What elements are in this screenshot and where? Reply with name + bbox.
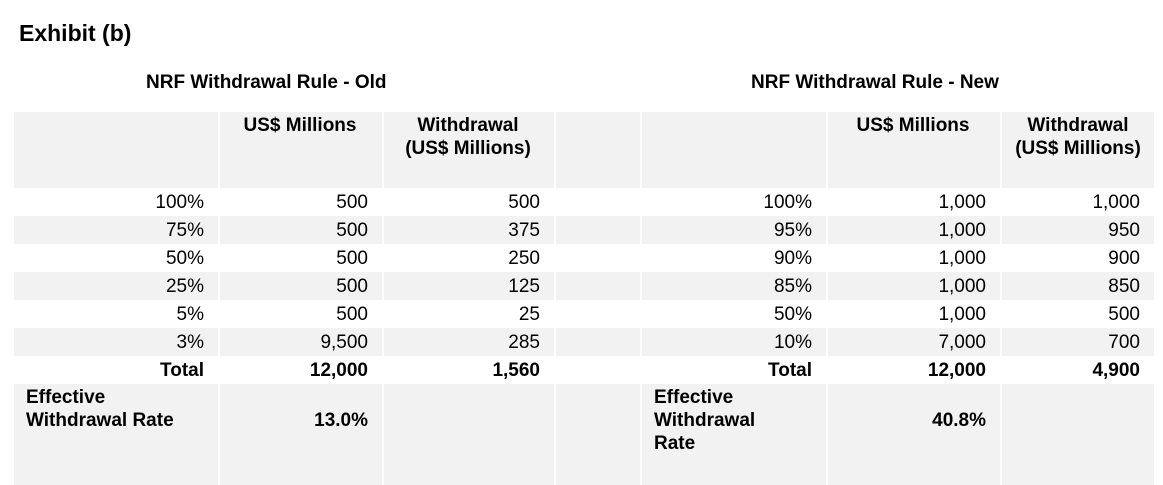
- table-row: 100% 500 500 100% 1,000 1,000: [14, 188, 1154, 216]
- table-cell: 95%: [642, 216, 826, 244]
- old-rule-title: NRF Withdrawal Rule - Old: [146, 72, 387, 93]
- table-cell: 700: [1002, 328, 1154, 356]
- table-cell: [556, 112, 640, 188]
- table-cell: 850: [1002, 272, 1154, 300]
- table-cell: 4,900: [1092, 360, 1140, 381]
- table-cell: [14, 112, 218, 188]
- table-cell: 12,000: [309, 360, 368, 381]
- table-cell: [556, 216, 640, 244]
- table-cell: US$ Millions: [828, 112, 1000, 188]
- table-cell: [384, 384, 554, 485]
- table-cell: 40.8%: [828, 384, 1000, 485]
- table-cell: [556, 300, 640, 328]
- table-cell: [556, 384, 640, 485]
- table-cell: 500: [336, 192, 368, 213]
- table-cell: 1,000: [1092, 192, 1140, 213]
- exhibit-title: Exhibit (b): [19, 20, 132, 46]
- table-row: 50% 500 250 90% 1,000 900: [14, 244, 1154, 272]
- table-cell: 500: [220, 272, 382, 300]
- table-cell: 500: [336, 248, 368, 269]
- table-cell: 25%: [14, 272, 218, 300]
- table-row: 25% 500 125 85% 1,000 850: [14, 272, 1154, 300]
- table-cell: 100%: [763, 192, 812, 213]
- table-cell: 50%: [773, 304, 812, 325]
- table-cell: [556, 328, 640, 356]
- table-cell: Total: [160, 360, 204, 381]
- header-row: US$ Millions Withdrawal (US$ Millions) US$…: [14, 112, 1154, 188]
- table-cell: 375: [384, 216, 554, 244]
- table-cell: 1,000: [938, 304, 986, 325]
- table-cell: [556, 244, 640, 272]
- total-row: Total 12,000 1,560 Total 12,000 4,900: [14, 356, 1154, 384]
- table-row: 75% 500 375 95% 1,000 950: [14, 216, 1154, 244]
- table-cell: 500: [1108, 304, 1140, 325]
- table-cell: 285: [384, 328, 554, 356]
- table-cell: 100%: [155, 192, 204, 213]
- effective-rate-row: Effective Withdrawal Rate 13.0% Effective …: [14, 384, 1154, 485]
- table-cell: [642, 112, 826, 188]
- table-cell: 900: [1108, 248, 1140, 269]
- table-cell: 1,000: [938, 192, 986, 213]
- table-cell: 75%: [14, 216, 218, 244]
- table-cell: [556, 188, 640, 216]
- table-cell: 5%: [176, 304, 204, 325]
- table-cell: 90%: [773, 248, 812, 269]
- table-cell: 1,000: [828, 272, 1000, 300]
- table-cell: 9,500: [220, 328, 382, 356]
- table-cell: 25: [518, 304, 540, 325]
- table-cell: Effective Withdrawal Rate: [14, 384, 218, 485]
- table-row: 5% 500 25 50% 1,000 500: [14, 300, 1154, 328]
- table-cell: [556, 272, 640, 300]
- table-cell: Effective Withdrawal Rate: [642, 384, 826, 485]
- table-cell: Withdrawal (US$ Millions): [384, 112, 554, 188]
- table-cell: [1002, 384, 1154, 485]
- table-cell: 125: [384, 272, 554, 300]
- table-cell: 1,560: [492, 360, 540, 381]
- table-cell: 85%: [642, 272, 826, 300]
- table-cell: 13.0%: [220, 384, 382, 485]
- table-cell: 500: [508, 192, 540, 213]
- table-cell: US$ Millions: [220, 112, 382, 188]
- table-cell: 1,000: [938, 248, 986, 269]
- new-rule-title: NRF Withdrawal Rule - New: [751, 72, 999, 93]
- table-cell: 500: [336, 304, 368, 325]
- table-cell: 50%: [165, 248, 204, 269]
- table-cell: Withdrawal (US$ Millions): [1002, 112, 1154, 188]
- table-cell: 12,000: [927, 360, 986, 381]
- table-cell: [556, 356, 640, 384]
- table-cell: 250: [508, 248, 540, 269]
- table-cell: 3%: [14, 328, 218, 356]
- withdrawal-table: US$ Millions Withdrawal (US$ Millions) US$…: [12, 112, 1156, 485]
- table-cell: 10%: [642, 328, 826, 356]
- table-cell: 1,000: [828, 216, 1000, 244]
- table-row: 3% 9,500 285 10% 7,000 700: [14, 328, 1154, 356]
- table-cell: Total: [768, 360, 812, 381]
- table-cell: 500: [220, 216, 382, 244]
- table-cell: 950: [1002, 216, 1154, 244]
- table-cell: 7,000: [828, 328, 1000, 356]
